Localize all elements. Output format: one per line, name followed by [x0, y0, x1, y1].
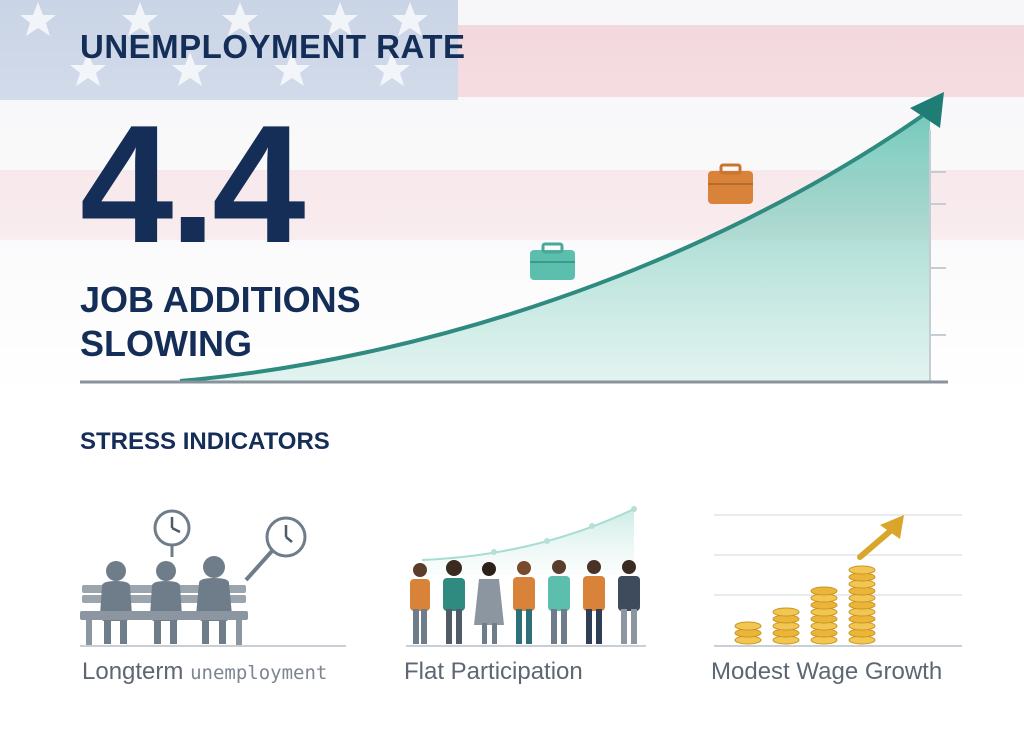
clock-icon: [244, 516, 307, 582]
indicator-caption-longterm: Longterm unemployment: [82, 658, 327, 686]
indicator-caption-participation: Flat Participation: [404, 658, 583, 686]
page-title: UNEMPLOYMENT RATE: [80, 28, 466, 65]
coin: [810, 586, 838, 596]
clock-icon: [153, 509, 191, 557]
person-figure: [618, 560, 640, 644]
briefcase-icon: [530, 242, 575, 280]
briefcase-icon: [708, 163, 753, 204]
person-figure: [474, 562, 504, 644]
curve-area: [180, 110, 930, 381]
indicator-caption-wage: Modest Wage Growth: [711, 658, 942, 686]
unemployment-rate-value: 4.4: [80, 90, 306, 278]
caption-main: Flat Participation: [404, 658, 583, 685]
rising-curve-chart: [80, 92, 948, 384]
person-figure: [443, 560, 465, 644]
coin: [772, 607, 800, 617]
subtitle-line-2: SLOWING: [80, 323, 252, 364]
trend-arrowhead: [910, 92, 944, 128]
person-figure: [513, 561, 535, 644]
caption-tail: unemployment: [190, 662, 328, 684]
headline-subtitle: JOB ADDITIONS SLOWING: [80, 278, 361, 366]
section-title: STRESS INDICATORS: [80, 428, 330, 455]
caption-main: Longterm: [82, 658, 184, 685]
person-figure: [548, 560, 570, 644]
caption-main: Modest Wage Growth: [711, 658, 943, 685]
trend-line: [179, 114, 924, 383]
people-line-icon: [406, 506, 646, 647]
coin: [848, 565, 876, 575]
coin-stack-arrow-icon: [714, 514, 962, 647]
coin: [734, 621, 762, 631]
wage-growth-arrow: [857, 524, 898, 560]
person-figure: [583, 560, 605, 644]
subtitle-line-1: JOB ADDITIONS: [80, 279, 361, 320]
wage-arrowhead: [880, 515, 904, 539]
bench-clock-icon: [80, 509, 346, 647]
person-figure: [410, 563, 430, 644]
